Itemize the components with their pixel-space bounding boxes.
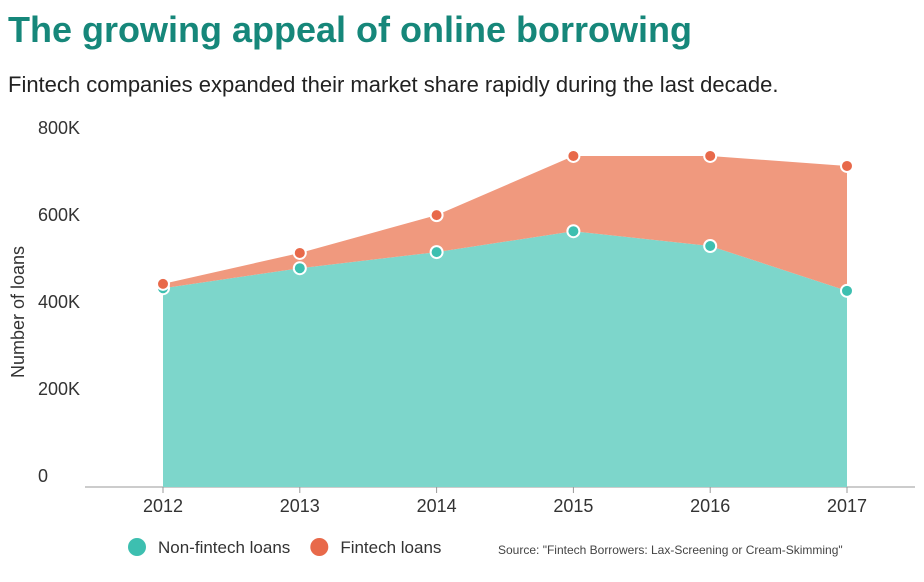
y-axis-label: Number of loans <box>8 246 28 378</box>
legend-label: Non-fintech loans <box>158 538 290 557</box>
data-point <box>292 261 307 276</box>
x-tick-label: 2016 <box>690 496 730 516</box>
legend-marker <box>310 538 329 556</box>
data-point <box>703 239 718 254</box>
data-point <box>292 245 307 260</box>
source: Source: "Fintech Borrowers: Lax-Screenin… <box>498 543 843 557</box>
chart-title: The growing appeal of online borrowing <box>8 9 692 50</box>
x-tick-label: 2013 <box>280 496 320 516</box>
area <box>163 231 847 487</box>
data-point <box>566 224 581 239</box>
legend-marker <box>128 538 146 556</box>
x-tick-label: 2015 <box>553 496 593 516</box>
x-tick-label: 2012 <box>143 496 183 516</box>
area <box>163 155 847 291</box>
data-point <box>429 245 444 260</box>
chart-subtitle: Fintech companies expanded their market … <box>8 72 778 97</box>
x-tick-label: 2014 <box>417 496 457 516</box>
data-point <box>429 208 444 223</box>
y-tick-label: 800K <box>38 118 80 138</box>
data-point <box>156 276 170 291</box>
y-tick-label: 200K <box>38 379 80 399</box>
x-tick-label: 2017 <box>827 496 867 516</box>
y-tick-label: 600K <box>38 205 80 225</box>
data-point <box>840 283 854 298</box>
data-point <box>566 148 581 163</box>
legend-label: Fintech loans <box>340 538 441 557</box>
y-tick-label: 400K <box>38 292 80 312</box>
data-point <box>840 158 854 173</box>
y-tick-label: 0 <box>38 466 48 486</box>
data-point <box>703 148 718 163</box>
